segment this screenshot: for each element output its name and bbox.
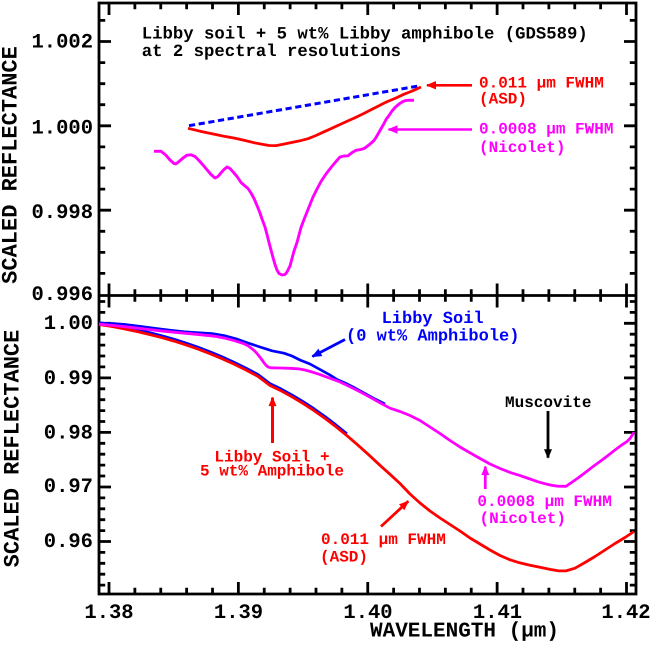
svg-text:0.98: 0.98 <box>44 423 93 446</box>
svg-text:1.002: 1.002 <box>31 32 93 55</box>
svg-text:Libby Soil +: Libby Soil + <box>214 449 329 467</box>
svg-text:0.998: 0.998 <box>31 202 93 225</box>
svg-text:(ASD): (ASD) <box>479 91 527 109</box>
svg-text:1.41: 1.41 <box>473 602 522 625</box>
svg-text:(0 wt% Amphibole): (0 wt% Amphibole) <box>346 328 519 347</box>
svg-text:0.96: 0.96 <box>44 531 93 554</box>
svg-text:SCALED REFLECTANCE: SCALED REFLECTANCE <box>0 46 24 284</box>
svg-text:0.97: 0.97 <box>44 476 93 499</box>
svg-text:0.0008 μm FWHM: 0.0008 μm FWHM <box>479 121 613 139</box>
svg-text:Muscovite: Muscovite <box>505 394 591 412</box>
svg-text:Libby Soil: Libby Soil <box>382 310 484 329</box>
svg-text:at 2 spectral resolutions: at 2 spectral resolutions <box>142 43 401 62</box>
svg-text:0.0008 μm FWHM: 0.0008 μm FWHM <box>477 493 611 511</box>
svg-text:Libby soil + 5 wt% Libby amphi: Libby soil + 5 wt% Libby amphibole (GDS5… <box>142 26 588 45</box>
svg-text:(Nicolet): (Nicolet) <box>480 510 566 528</box>
svg-text:(Nicolet): (Nicolet) <box>479 139 565 157</box>
svg-text:WAVELENGTH (μm): WAVELENGTH (μm) <box>370 621 559 644</box>
svg-text:0.011 μm FWHM: 0.011 μm FWHM <box>321 531 446 549</box>
svg-text:0.011 μm FWHM: 0.011 μm FWHM <box>479 75 604 93</box>
svg-text:SCALED REFLECTANCE: SCALED REFLECTANCE <box>1 330 26 568</box>
svg-text:1.39: 1.39 <box>214 602 263 625</box>
svg-text:1.00: 1.00 <box>44 313 93 336</box>
svg-text:1.40: 1.40 <box>343 602 392 625</box>
svg-text:1.42: 1.42 <box>601 602 650 625</box>
svg-text:5 wt% Amphibole: 5 wt% Amphibole <box>200 463 344 481</box>
svg-text:1.000: 1.000 <box>31 117 93 140</box>
svg-text:0.996: 0.996 <box>31 284 93 307</box>
svg-text:0.99: 0.99 <box>44 368 93 391</box>
svg-text:(ASD): (ASD) <box>320 549 368 567</box>
svg-text:1.38: 1.38 <box>84 602 133 625</box>
